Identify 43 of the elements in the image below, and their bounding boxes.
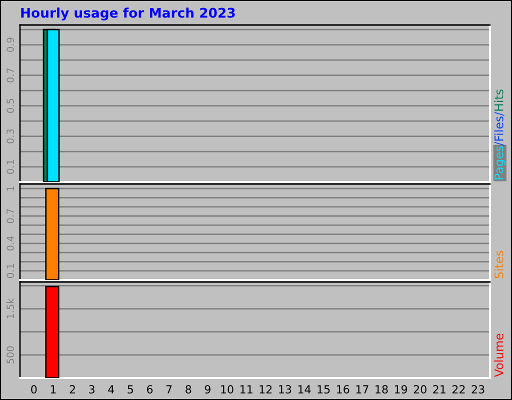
y-tick-label: 0.7 <box>6 68 14 82</box>
y-tick-label: 0.1 <box>6 264 14 278</box>
x-tick-label: 12 <box>260 385 272 394</box>
y-tick-label: 0.9 <box>6 38 14 52</box>
legend-label: Files <box>494 116 504 141</box>
text: / <box>494 112 504 116</box>
x-tick-label: 10 <box>221 385 234 394</box>
y-axis-title: Volume <box>494 334 504 377</box>
x-tick-label: 18 <box>376 385 388 394</box>
x-tick-label: 23 <box>472 385 484 394</box>
x-tick-label: 22 <box>452 385 465 394</box>
x-tick-label: 5 <box>128 385 134 394</box>
x-tick-label: 9 <box>204 385 210 394</box>
x-tick-label: 14 <box>298 385 311 394</box>
x-tick-label: 17 <box>356 385 368 394</box>
text: / <box>494 142 504 146</box>
y-tick-label: 1.5k <box>6 298 14 318</box>
x-tick-label: 4 <box>108 385 114 394</box>
y-tick-label: 500 <box>6 346 14 364</box>
y-tick-label: 0.1 <box>6 160 14 174</box>
chart-title: Hourly usage for March 2023 <box>21 8 235 20</box>
x-tick-label: 1 <box>50 385 56 394</box>
y-tick-label: 0.7 <box>6 209 14 224</box>
x-tick-label: 0 <box>31 385 37 394</box>
x-tick-label: 7 <box>166 385 172 394</box>
y-axis-title: Sites <box>494 250 504 278</box>
x-tick-label: 6 <box>147 385 153 394</box>
x-tick-label: 11 <box>240 385 252 394</box>
text: Pages <box>494 146 506 180</box>
x-tick-label: 2 <box>70 385 75 394</box>
y-tick-label: 0.3 <box>6 129 14 144</box>
x-tick-label: 3 <box>89 385 94 394</box>
x-tick-label: 13 <box>279 385 292 394</box>
x-tick-label: 8 <box>186 385 192 394</box>
x-tick-label: 15 <box>318 385 330 394</box>
x-tick-label: 19 <box>394 385 408 394</box>
y-tick-label: 1 <box>6 186 14 191</box>
text: Hits <box>494 90 504 111</box>
y-tick-label: 0.4 <box>6 236 14 251</box>
x-tick-label: 16 <box>337 385 350 394</box>
x-tick-label: 21 <box>433 385 446 394</box>
y-tick-label: 0.5 <box>6 98 14 113</box>
x-tick-label: 20 <box>414 385 426 394</box>
